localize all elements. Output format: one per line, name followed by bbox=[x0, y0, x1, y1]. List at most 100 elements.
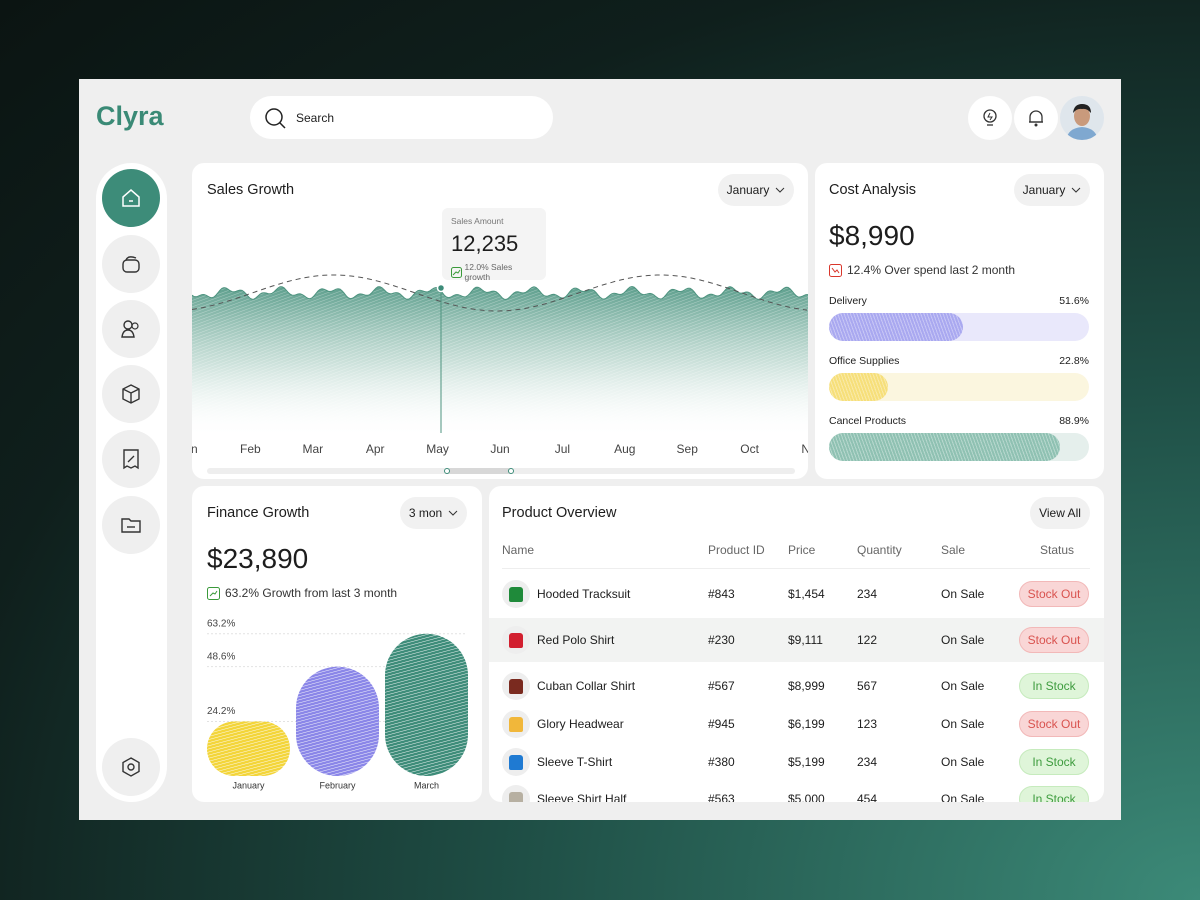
box-icon bbox=[122, 384, 140, 404]
header-divider bbox=[502, 568, 1090, 569]
cost-item-percent: 22.8% bbox=[1059, 355, 1089, 367]
product-price: $5,000 bbox=[788, 792, 825, 802]
logo: Clyra bbox=[96, 101, 164, 131]
nav-discounts[interactable] bbox=[102, 430, 160, 488]
view-all-button[interactable]: View All bbox=[1030, 497, 1090, 529]
table-row: Red Polo Shirt #230 $9,111 122 On Sale Stock … bbox=[489, 618, 1104, 662]
x-tick-label: May bbox=[426, 442, 449, 456]
tips-button[interactable] bbox=[968, 96, 1012, 140]
sales-growth-card: Sales Growth January JanFebMarAprMayJunJ… bbox=[192, 163, 808, 479]
x-tick-label: Jun bbox=[490, 442, 509, 456]
users-icon bbox=[121, 320, 139, 338]
table-row: Glory Headwear #945 $6,199 123 On Sale Stock … bbox=[489, 702, 1104, 746]
nav-settings[interactable] bbox=[102, 738, 160, 796]
product-price: $9,111 bbox=[788, 633, 823, 647]
scrollbar-thumb bbox=[447, 468, 511, 474]
column-header: Product ID bbox=[708, 543, 765, 557]
product-quantity: 122 bbox=[857, 633, 878, 647]
cost-item-name: Office Supplies bbox=[829, 355, 900, 367]
sales-area-hatch bbox=[192, 286, 808, 438]
product-thumb bbox=[502, 748, 530, 776]
x-tick-label: Nov bbox=[801, 442, 808, 456]
status-badge: Stock Out bbox=[1019, 627, 1089, 653]
finance-bar bbox=[296, 666, 379, 776]
product-name: Cuban Collar Shirt bbox=[537, 679, 636, 693]
product-thumb bbox=[502, 626, 530, 654]
table-row: Hooded Tracksuit #843 $1,454 234 On Sale Stoc… bbox=[489, 572, 1104, 616]
product-name: Glory Headwear bbox=[537, 717, 624, 731]
product-sale: On Sale bbox=[941, 792, 985, 802]
avatar-image bbox=[1060, 96, 1104, 140]
column-header: Name bbox=[502, 543, 535, 557]
period-select[interactable]: January bbox=[718, 174, 794, 206]
finance-note: 63.2% Growth from last 3 month bbox=[225, 586, 398, 600]
scrollbar-handle bbox=[444, 468, 450, 474]
product-quantity: 123 bbox=[857, 717, 878, 731]
cost-item-percent: 88.9% bbox=[1059, 415, 1089, 427]
status-badge: Stock Out bbox=[1019, 581, 1089, 607]
chevron bbox=[448, 510, 458, 516]
x-tick-label: Jan bbox=[192, 442, 198, 456]
nav-orders[interactable] bbox=[102, 235, 160, 293]
product-image bbox=[509, 586, 523, 602]
cost-bar-track bbox=[829, 313, 1089, 341]
product-sale: On Sale bbox=[941, 755, 985, 769]
product-price: $8,999 bbox=[788, 679, 825, 693]
product-image bbox=[509, 716, 523, 732]
tooltip-label: Sales Amount bbox=[451, 216, 504, 226]
product-name: Sleeve Shirt Half bbox=[537, 792, 627, 802]
cost-bar-track bbox=[829, 433, 1089, 461]
product-id: #945 bbox=[708, 717, 735, 731]
cost-amount: $8,990 bbox=[829, 220, 915, 251]
x-tick-label: January bbox=[232, 780, 265, 790]
x-tick-label: Apr bbox=[366, 442, 385, 456]
bulb-icon bbox=[983, 109, 997, 126]
product-id: #567 bbox=[708, 679, 735, 693]
product-image bbox=[509, 678, 523, 694]
growth-icon bbox=[451, 266, 462, 278]
tooltip-growth: 12.0% Sales growth bbox=[464, 262, 513, 282]
product-quantity: 567 bbox=[857, 679, 878, 693]
status-badge: In Stock bbox=[1019, 786, 1089, 802]
y-tick-label: 63.2% bbox=[207, 618, 235, 629]
status-badge: Stock Out bbox=[1019, 711, 1089, 737]
product-price: $1,454 bbox=[788, 587, 825, 601]
period-label: January bbox=[726, 183, 770, 197]
avatar[interactable] bbox=[1060, 96, 1104, 140]
y-tick-label: 48.6% bbox=[207, 651, 235, 662]
nav-customers[interactable] bbox=[102, 300, 160, 358]
x-tick-label: Mar bbox=[302, 442, 323, 456]
cost-bar bbox=[829, 373, 889, 401]
product-name: Sleeve T-Shirt bbox=[537, 755, 613, 769]
nav-home[interactable] bbox=[102, 169, 160, 227]
column-header: Price bbox=[788, 543, 816, 557]
period-select[interactable]: 3 mon bbox=[400, 497, 467, 529]
search-box[interactable]: Search bbox=[250, 96, 553, 139]
product-thumb bbox=[502, 710, 530, 738]
x-tick-label: Feb bbox=[240, 442, 261, 456]
card-title: Finance Growth bbox=[207, 505, 310, 521]
view-all-label: View All bbox=[1039, 506, 1081, 520]
sales-chart: Jan Feb Mar Apr May Jun Jul Aug Sep Oct Nov bbox=[192, 274, 808, 474]
product-thumb bbox=[502, 580, 530, 608]
nav-products[interactable] bbox=[102, 365, 160, 423]
comparison-line bbox=[192, 274, 808, 312]
finance-chart: 63.2% 48.6% 24.2% January February March bbox=[207, 618, 468, 790]
notification-button[interactable] bbox=[1014, 96, 1058, 140]
table-row: Sleeve T-Shirt #380 $5,199 234 On Sale In Sto… bbox=[489, 740, 1104, 784]
nav-files[interactable] bbox=[102, 496, 160, 554]
period-label: January bbox=[1022, 183, 1066, 197]
product-quantity: 234 bbox=[857, 587, 878, 601]
table-row: Sleeve Shirt Half #563 $5,000 454 On Sale In … bbox=[489, 777, 1104, 802]
settings-icon bbox=[122, 757, 140, 777]
table-row: Cuban Collar Shirt #567 $8,999 567 On Sale In… bbox=[489, 664, 1104, 708]
column-header: Sale bbox=[941, 543, 966, 557]
product-image bbox=[509, 632, 523, 648]
product-sale: On Sale bbox=[941, 679, 985, 693]
product-overview-card: Product Overview View All Name Product ID… bbox=[489, 486, 1104, 802]
period-select[interactable]: January bbox=[1014, 174, 1090, 206]
status-badge: In Stock bbox=[1019, 673, 1089, 699]
status-badge: In Stock bbox=[1019, 749, 1089, 775]
product-sale: On Sale bbox=[941, 633, 985, 647]
product-id: #380 bbox=[708, 755, 735, 769]
